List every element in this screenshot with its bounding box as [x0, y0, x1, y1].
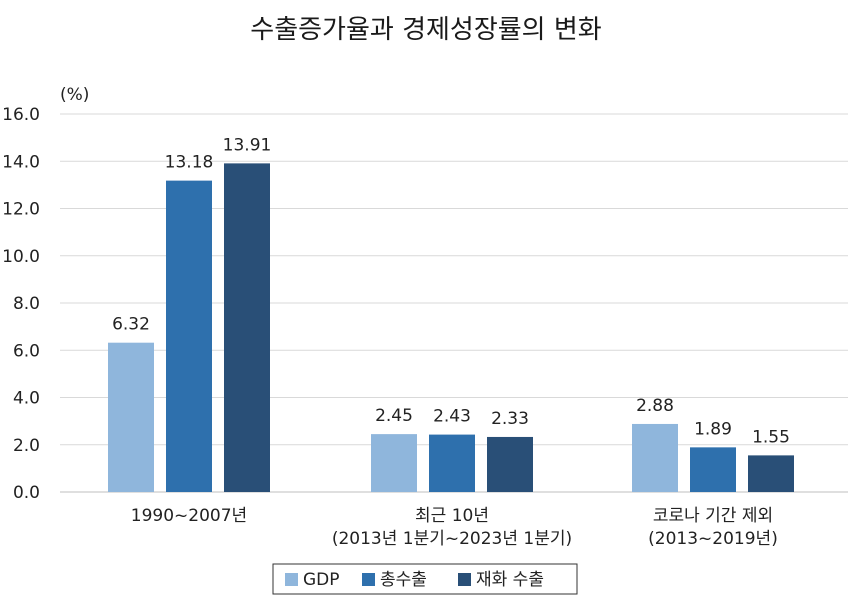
legend-box — [272, 563, 578, 595]
legend-swatch — [285, 573, 298, 586]
bar — [108, 342, 154, 492]
data-label: 2.43 — [433, 407, 471, 427]
data-label: 2.88 — [636, 396, 674, 416]
legend-swatch — [458, 573, 471, 586]
x-axis: 1990~2007년 최근 10년 (2013년 1분기~2023년 1분기) 코로나… — [131, 506, 778, 549]
y-tick-label: 10.0 — [2, 247, 40, 267]
legend-swatch — [362, 573, 375, 586]
bar — [224, 163, 270, 492]
category-label: 1990~2007년 — [131, 506, 247, 526]
legend: GDP 총수출 재화 수출 — [272, 563, 578, 595]
data-label: 2.33 — [491, 409, 529, 429]
y-tick-label: 2.0 — [13, 436, 40, 456]
bar — [632, 423, 678, 492]
y-axis: 0.0 2.0 4.0 6.0 8.0 10.0 12.0 14.0 16.0 — [2, 105, 40, 503]
legend-label: GDP — [303, 570, 340, 590]
category-sublabel: (2013년 1분기~2023년 1분기) — [332, 529, 572, 549]
bar — [748, 455, 794, 492]
y-tick-label: 8.0 — [13, 294, 40, 314]
unit-label: (%) — [60, 85, 89, 105]
data-label: 13.91 — [223, 135, 272, 155]
legend-label: 재화 수출 — [476, 570, 544, 590]
bar — [487, 436, 533, 492]
y-tick-label: 0.0 — [13, 483, 40, 503]
chart-title: 수출증가율과 경제성장률의 변화 — [250, 15, 601, 45]
y-tick-label: 12.0 — [2, 200, 40, 220]
bar — [166, 180, 212, 492]
y-tick-label: 16.0 — [2, 105, 40, 125]
bar — [371, 434, 417, 492]
data-label: 2.45 — [375, 406, 413, 426]
y-tick-label: 14.0 — [2, 152, 40, 172]
legend-label: 총수출 — [380, 570, 427, 590]
bars — [108, 163, 794, 492]
category-sublabel: (2013~2019년) — [648, 529, 778, 549]
y-tick-label: 4.0 — [13, 389, 40, 409]
y-tick-label: 6.0 — [13, 341, 40, 361]
data-label: 13.18 — [165, 153, 214, 173]
data-label: 1.89 — [694, 419, 732, 439]
bar — [690, 447, 736, 492]
bar — [429, 434, 475, 492]
data-label: 1.55 — [752, 427, 790, 447]
category-label: 최근 10년 — [415, 506, 489, 526]
data-label: 6.32 — [112, 315, 150, 335]
category-label: 코로나 기간 제외 — [653, 506, 773, 526]
data-labels: 6.32 13.18 13.91 2.45 2.43 2.33 2.88 1.89 1.55 — [112, 135, 790, 447]
